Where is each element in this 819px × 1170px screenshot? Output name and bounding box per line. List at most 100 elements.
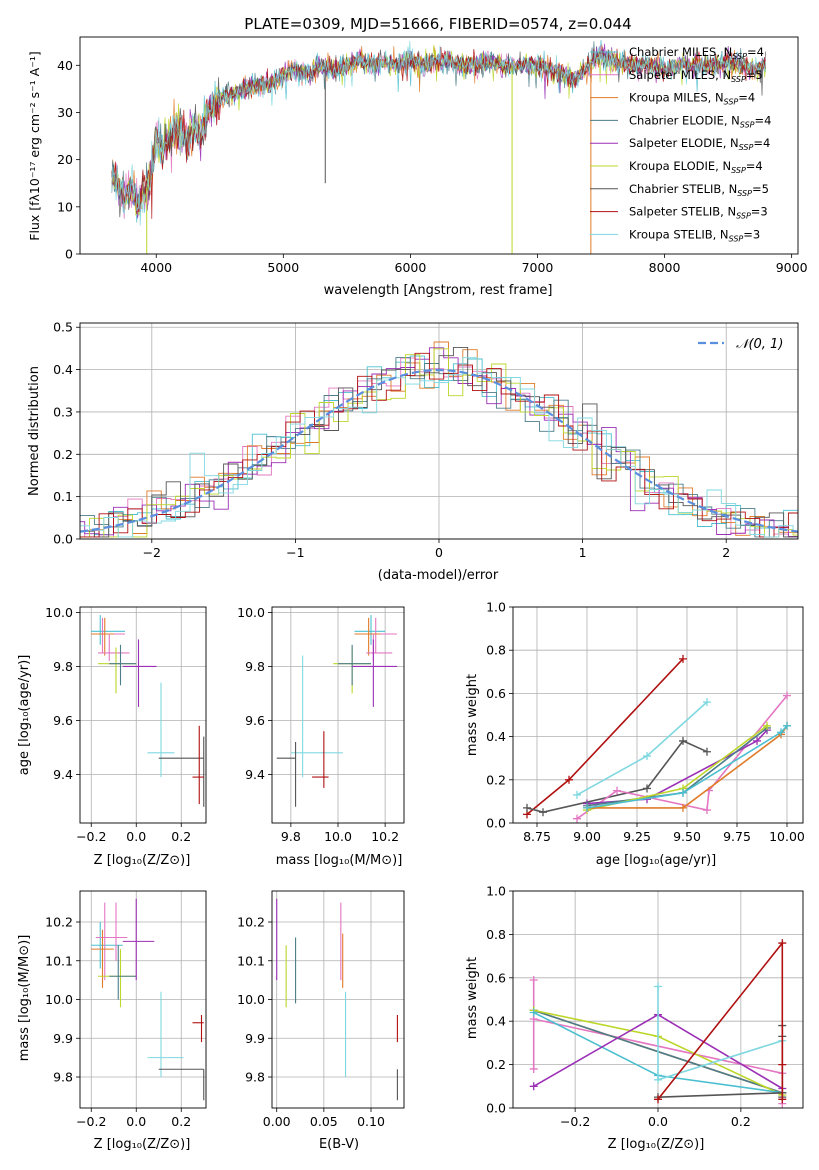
weight-age-ylabel: mass weight xyxy=(465,674,480,756)
legend-subscript: SSP xyxy=(731,166,746,175)
weight-point-marker xyxy=(679,788,687,797)
x-tick-label: 0.2 xyxy=(731,1114,751,1129)
x-tick-label: 0.0 xyxy=(648,1114,668,1129)
x-tick-label: 0.2 xyxy=(171,829,191,844)
age-vs-mass-panel: mass [log₁₀(M/M⊙)] 9.8 10.0 10.2 9.4 9.6 9.8 1… xyxy=(237,605,405,868)
x-tick-label: 0.00 xyxy=(263,1114,291,1129)
y-tick-label: 0.6 xyxy=(486,686,506,701)
mass-vs-ebv-panel: E(B-V) 0.00 0.05 0.10 9.8 9.9 10.0 10.1 10.2 xyxy=(237,890,405,1152)
x-tick-label: 7000 xyxy=(522,260,554,275)
age-mass-xlabel: mass [log₁₀(M/M⊙)] xyxy=(276,853,403,868)
x-tick-label: −1 xyxy=(286,545,304,560)
x-tick-label: 5000 xyxy=(267,260,299,275)
x-tick-label: 9000 xyxy=(776,260,808,275)
y-tick-label: 9.4 xyxy=(245,767,265,782)
legend-entry: Salpeter MILES, NSSP=5 xyxy=(629,68,763,84)
x-tick-label: 8.75 xyxy=(523,829,551,844)
x-tick-label: 9.25 xyxy=(623,829,651,844)
x-tick-label: 9.50 xyxy=(673,829,701,844)
x-tick-label: 0.0 xyxy=(126,1114,146,1129)
legend-subscript: SSP xyxy=(731,75,746,84)
weight-line xyxy=(586,725,768,811)
y-tick-label: 1.0 xyxy=(486,600,506,615)
weight-point-marker xyxy=(763,721,771,730)
ticks: 8.75 9.00 9.25 9.50 9.75 10.00 0.0 0.2 0.4 0.6 0.8… xyxy=(486,600,805,845)
y-tick-label: 10.0 xyxy=(45,992,73,1007)
x-tick-label: 2 xyxy=(722,545,730,560)
x-tick-label: 0 xyxy=(435,545,443,560)
legend-entry: Kroupa MILES, NSSP=4 xyxy=(629,91,755,107)
legend-subscript: SSP xyxy=(724,98,739,107)
grid xyxy=(272,607,404,823)
error-bar-points xyxy=(276,615,397,807)
weight-point-marker xyxy=(679,654,687,663)
axes-frame xyxy=(79,890,207,1109)
legend-subscript: SSP xyxy=(740,120,755,129)
x-tick-label: 10.00 xyxy=(769,829,805,844)
y-tick-label: 9.8 xyxy=(245,659,265,674)
y-tick-label: 9.8 xyxy=(245,1070,265,1085)
y-tick-label: 10.0 xyxy=(45,605,73,620)
legend-count: =4 xyxy=(755,113,772,127)
y-tick-label: 10.1 xyxy=(45,953,73,968)
weight-line xyxy=(586,725,788,809)
legend-count: =5 xyxy=(746,68,763,82)
y-tick-label: 0.6 xyxy=(486,970,506,985)
mass-vs-z-panel: Z [log₁₀(Z/Z⊙)] mass [log₁₀(M/M⊙)] −0.2 0… xyxy=(17,890,207,1152)
grid xyxy=(80,607,206,823)
weight-point-marker xyxy=(565,775,573,784)
y-tick-label: 0.4 xyxy=(486,1014,506,1029)
y-tick-label: 10.0 xyxy=(237,605,265,620)
weight-point-marker xyxy=(529,1082,538,1091)
normal-curve xyxy=(80,368,798,533)
axes-frame xyxy=(79,322,799,540)
x-tick-label: −0.2 xyxy=(76,1114,106,1129)
weight-vs-age-panel: age [log₁₀(age/yr)] mass weight 8.75 9.00… xyxy=(465,600,805,869)
spectrum-legend: Chabrier MILES, NSSP=4 Salpeter MILES, NS… xyxy=(590,45,771,243)
weight-point-marker xyxy=(654,1095,662,1104)
mass-z-xlabel: Z [log₁₀(Z/Z⊙)] xyxy=(94,1137,191,1152)
y-tick-label: 10.2 xyxy=(237,915,265,930)
residual-ylabel: Normed distribution xyxy=(27,366,42,496)
spectrum-panel: PLATE=0309, MJD=51666, FIBERID=0574, z=0… xyxy=(27,15,808,298)
y-tick-label: 0.8 xyxy=(486,927,506,942)
weight-point-marker xyxy=(654,982,662,991)
weight-point-marker xyxy=(753,736,761,745)
x-tick-label: 0.0 xyxy=(126,829,146,844)
grid xyxy=(80,891,206,1108)
y-tick-label: 9.6 xyxy=(245,713,265,728)
y-tick-label: 0.0 xyxy=(53,532,73,547)
weight-point-marker xyxy=(643,752,651,761)
residual-histogram xyxy=(80,346,798,538)
legend-subscript: SSP xyxy=(732,52,747,61)
y-tick-label: 40 xyxy=(57,58,73,73)
residual-histogram xyxy=(80,357,798,538)
y-tick-label: 0.1 xyxy=(53,489,73,504)
ticks: −0.2 0.0 0.2 0.0 0.2 0.4 0.6 0.8 1.0 xyxy=(486,884,751,1130)
weight-line xyxy=(657,940,784,1100)
weight-point-marker xyxy=(778,939,787,948)
y-tick-label: 0 xyxy=(65,247,73,262)
weight-z-ylabel: mass weight xyxy=(465,957,480,1039)
x-tick-label: 6000 xyxy=(395,260,427,275)
error-bar-points xyxy=(91,615,205,807)
y-tick-label: 1.0 xyxy=(486,884,506,899)
ticks: 0.00 0.05 0.10 9.8 9.9 10.0 10.1 10.2 xyxy=(237,915,385,1130)
error-bar-points xyxy=(91,898,205,1101)
weight-series xyxy=(529,939,787,1108)
y-tick-label: 0.8 xyxy=(486,643,506,658)
weight-point-marker xyxy=(679,803,687,812)
weight-point-marker xyxy=(783,691,791,700)
y-tick-label: 0.2 xyxy=(486,1057,506,1072)
axes-frame xyxy=(79,606,207,824)
axes-frame xyxy=(512,890,804,1109)
weight-age-xlabel: age [log₁₀(age/yr)] xyxy=(596,853,717,868)
ticks: −0.2 0.0 0.2 9.8 9.9 10.0 10.1 10.2 xyxy=(45,915,191,1130)
weight-point-marker xyxy=(654,1075,662,1084)
axes-frame xyxy=(271,606,405,824)
x-tick-label: 9.8 xyxy=(281,829,301,844)
mass-z-ylabel: mass [log₁₀(M/M⊙)] xyxy=(17,935,32,1062)
y-tick-label: 10.2 xyxy=(45,915,73,930)
age-z-xlabel: Z [log₁₀(Z/Z⊙)] xyxy=(94,853,191,868)
legend-count: =4 xyxy=(746,159,763,173)
